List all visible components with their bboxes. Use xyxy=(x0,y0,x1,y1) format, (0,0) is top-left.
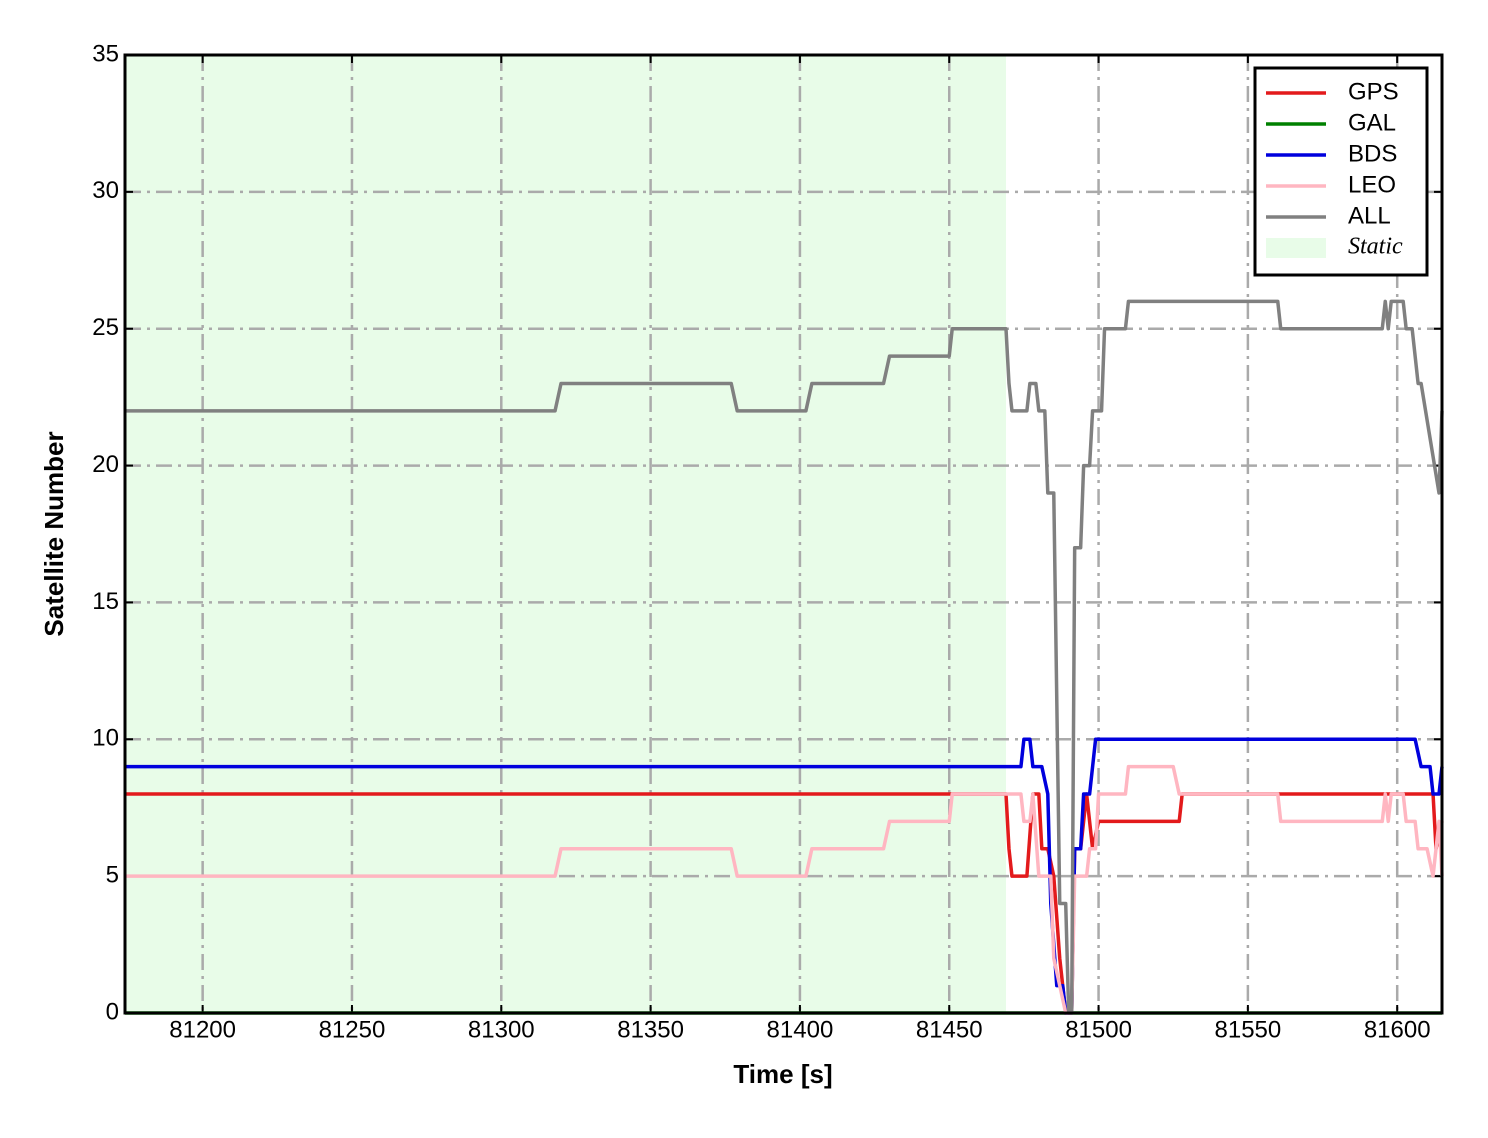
x-tick-label: 81350 xyxy=(617,1016,684,1043)
legend-label: LEO xyxy=(1348,171,1396,198)
x-axis-label: Time [s] xyxy=(733,1059,832,1089)
y-tick-label: 0 xyxy=(106,998,119,1025)
x-tick-label: 81500 xyxy=(1065,1016,1132,1043)
x-tick-label: 81300 xyxy=(468,1016,535,1043)
x-tick-label: 81600 xyxy=(1364,1016,1431,1043)
y-axis-label: Satellite Number xyxy=(39,431,69,636)
y-tick-label: 5 xyxy=(106,861,119,888)
legend-label: GPS xyxy=(1348,78,1399,105)
legend-label: GAL xyxy=(1348,109,1396,136)
x-tick-label: 81200 xyxy=(169,1016,236,1043)
y-tick-label: 15 xyxy=(92,588,119,615)
y-tick-label: 25 xyxy=(92,314,119,341)
x-tick-label: 81400 xyxy=(767,1016,834,1043)
y-tick-label: 30 xyxy=(92,177,119,204)
legend-label: ALL xyxy=(1348,202,1391,229)
legend-label: BDS xyxy=(1348,140,1397,167)
y-tick-label: 35 xyxy=(92,40,119,67)
x-tick-label: 81250 xyxy=(319,1016,386,1043)
plot-frame xyxy=(123,53,1444,1015)
y-tick-label: 10 xyxy=(92,725,119,752)
legend-swatch xyxy=(1266,238,1326,258)
y-tick-label: 20 xyxy=(92,451,119,478)
series-line xyxy=(125,764,1444,1015)
x-tick-label: 81550 xyxy=(1215,1016,1282,1043)
x-tick-label: 81450 xyxy=(916,1016,983,1043)
legend-label: Static xyxy=(1348,234,1403,260)
static-region xyxy=(125,55,1006,1013)
